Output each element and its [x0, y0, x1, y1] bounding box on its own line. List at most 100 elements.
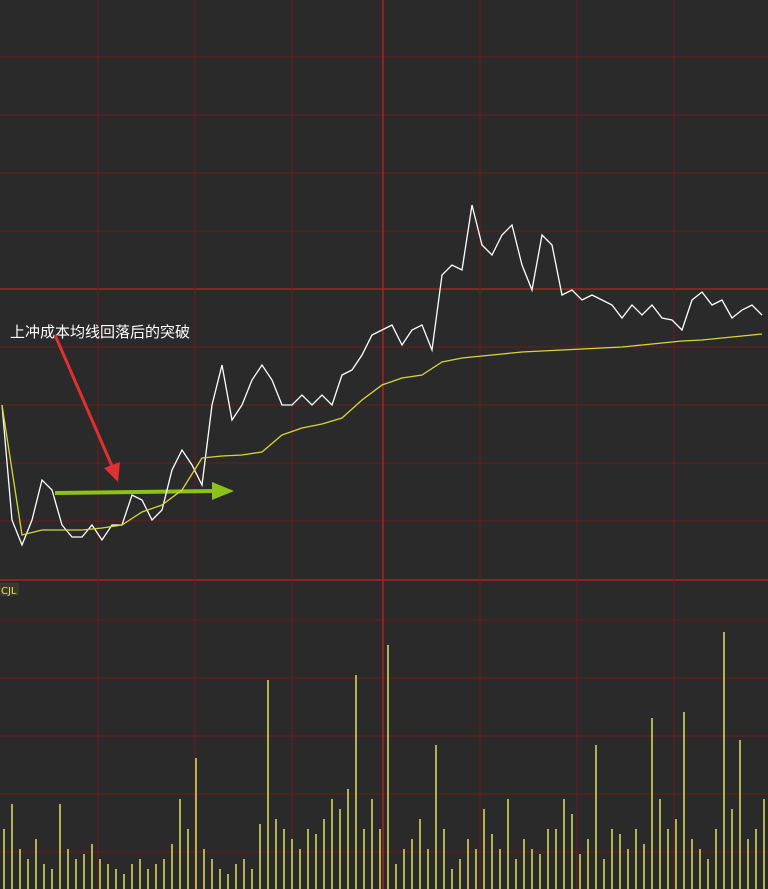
volume-bar: [267, 680, 269, 889]
volume-bar: [299, 849, 301, 889]
volume-bar: [715, 829, 717, 889]
volume-bar: [587, 839, 589, 889]
volume-bar: [683, 712, 685, 889]
volume-bar: [739, 740, 741, 889]
price-line: [1, 204, 763, 547]
volume-bar: [699, 849, 701, 889]
volume-bar: [611, 829, 613, 889]
volume-bar: [499, 849, 501, 889]
volume-bar: [395, 864, 397, 889]
volume-bar: [627, 849, 629, 889]
volume-bar: [619, 834, 621, 889]
volume-bar: [259, 824, 261, 889]
volume-bar: [691, 839, 693, 889]
volume-bar: [315, 834, 317, 889]
average-line: [1, 333, 763, 536]
volume-bar: [491, 834, 493, 889]
volume-bar: [483, 809, 485, 889]
volume-label: CJL: [1, 586, 17, 597]
volume-bar: [539, 854, 541, 889]
volume-bar: [563, 799, 565, 889]
volume-bar: [547, 829, 549, 889]
volume-bar: [123, 874, 125, 889]
volume-bar: [243, 859, 245, 889]
volume-bar: [371, 799, 373, 889]
volume-bar: [443, 829, 445, 889]
volume-bar: [235, 864, 237, 889]
volume-bar: [203, 849, 205, 889]
volume-bar: [555, 829, 557, 889]
annotation: 上冲成本均线回落后的突破: [10, 323, 190, 341]
volume-bar: [507, 799, 509, 889]
volume-bar: [571, 814, 573, 889]
volume-bar: [723, 632, 725, 889]
volume-bar: [339, 809, 341, 889]
volume-bar: [651, 718, 653, 889]
volume-bar: [523, 839, 525, 889]
volume-bar: [763, 799, 765, 889]
volume-bar: [251, 869, 253, 889]
volume-bar: [211, 859, 213, 889]
volume-bar: [635, 829, 637, 889]
volume-bar: [131, 864, 133, 889]
volume-bar: [731, 809, 733, 889]
volume-bar: [675, 819, 677, 889]
volume-bar: [147, 869, 149, 889]
volume-bar: [67, 849, 69, 889]
volume-bar: [307, 829, 309, 889]
volume-bar: [91, 844, 93, 889]
red-arrow: [53, 334, 120, 482]
volume-bar: [227, 874, 229, 889]
volume-bar: [659, 799, 661, 889]
volume-bar: [51, 869, 53, 889]
volume-bar: [139, 859, 141, 889]
volume-bar: [747, 839, 749, 889]
volume-bar: [451, 869, 453, 889]
volume-bar: [531, 849, 533, 889]
volume-bar: [83, 854, 85, 889]
volume-bar: [579, 854, 581, 889]
volume-bar: [275, 819, 277, 889]
volume-bar: [387, 645, 389, 889]
volume-bar: [419, 819, 421, 889]
volume-bar: [355, 675, 357, 889]
volume-bar: [467, 839, 469, 889]
volume-bar: [59, 804, 61, 889]
volume-bar: [155, 864, 157, 889]
volume-bar: [163, 859, 165, 889]
volume-bar: [291, 839, 293, 889]
volume-bar: [115, 869, 117, 889]
volume-bar: [35, 839, 37, 889]
volume-bar: [19, 849, 21, 889]
volume-bar: [707, 859, 709, 889]
volume-bar: [459, 859, 461, 889]
volume-bar: [179, 799, 181, 889]
volume-bar: [27, 859, 29, 889]
volume-bar: [195, 758, 197, 889]
volume-bar: [755, 829, 757, 889]
volume-bar: [187, 829, 189, 889]
volume-bar: [435, 745, 437, 889]
volume-bar: [603, 859, 605, 889]
volume-bar: [219, 869, 221, 889]
volume-bar: [379, 829, 381, 889]
volume-bar: [347, 789, 349, 889]
volume-bar: [363, 829, 365, 889]
volume-bar: [643, 844, 645, 889]
volume-bar: [595, 745, 597, 889]
volume-bar: [11, 804, 13, 889]
volume-bar: [75, 859, 77, 889]
volume-bar: [323, 819, 325, 889]
volume-bar: [43, 864, 45, 889]
cjl-box: [0, 583, 19, 596]
volume-bar: [171, 844, 173, 889]
volume-bar: [475, 849, 477, 889]
volume-bar: [99, 859, 101, 889]
volume-bar: [331, 799, 333, 889]
volume-bar: [107, 864, 109, 889]
volume-bar: [427, 849, 429, 889]
